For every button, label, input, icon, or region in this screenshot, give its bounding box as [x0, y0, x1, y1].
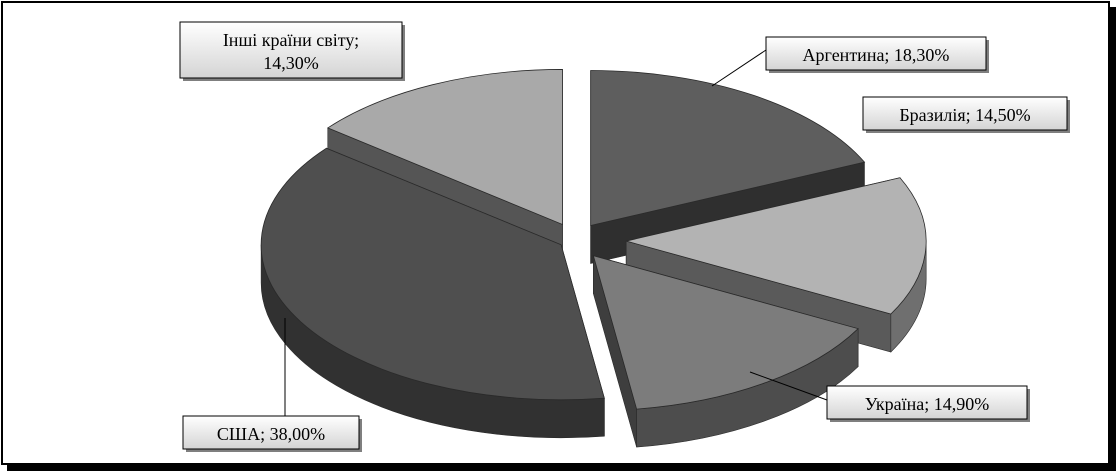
label-box-3 [826, 385, 1028, 420]
data-label-text: США; 38,00% [217, 424, 325, 444]
label-box-1 [765, 36, 987, 71]
data-label-1: Аргентина; 18,30% [711, 36, 989, 87]
pie-slice-3 [592, 255, 859, 448]
data-label-text: Аргентина; 18,30% [803, 45, 950, 65]
label-box-2 [862, 96, 1068, 131]
slice-top-1 [590, 70, 866, 227]
slice-top-2 [626, 177, 927, 315]
data-label-text: Інші країни світу; [223, 30, 359, 50]
data-label-text: 14,30% [263, 53, 319, 73]
leader-line-1 [711, 49, 767, 87]
leader-line-3 [749, 371, 828, 401]
label-box-4 [182, 415, 360, 450]
label-box-5 [179, 21, 403, 79]
data-labels: Аргентина; 18,30% Бразилія; 14,50% Україна… [179, 21, 1070, 452]
slice-top-5 [326, 69, 563, 226]
slice-top-4 [260, 147, 605, 401]
data-label-2: Бразилія; 14,50% [862, 96, 1070, 133]
data-label-5: Інші країни світу; 14,30% [179, 21, 405, 81]
data-label-text: Україна; 14,90% [865, 394, 990, 414]
slice-top-3 [592, 255, 859, 410]
data-label-3: Україна; 14,90% [749, 371, 1030, 422]
pie-slice-4 [260, 147, 605, 439]
data-label-text: Бразилія; 14,50% [899, 105, 1030, 125]
data-label-4: США; 38,00% [182, 318, 362, 452]
pie-slices [260, 69, 927, 448]
